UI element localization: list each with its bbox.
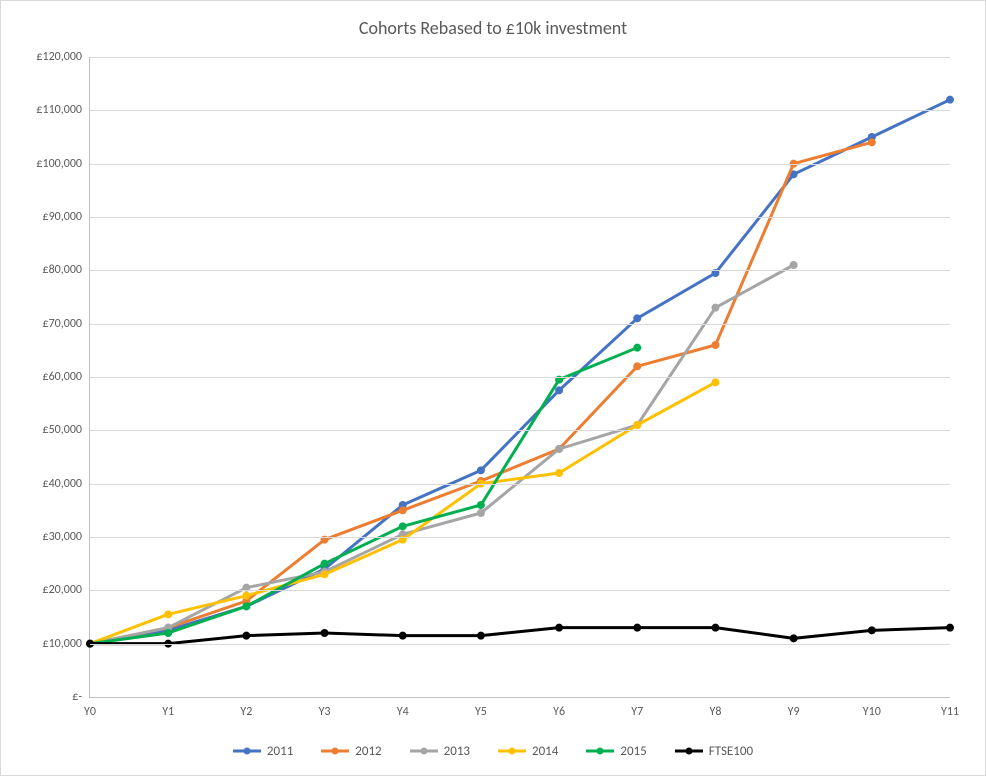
- y-axis-label: £40,000: [43, 477, 83, 491]
- y-axis-label: £70,000: [43, 317, 83, 331]
- series-line-2011: [90, 100, 950, 644]
- x-axis-label: Y10: [863, 705, 881, 719]
- legend-label: 2015: [620, 744, 646, 759]
- series-line-FTSE100: [90, 628, 950, 644]
- x-axis-label: Y5: [475, 705, 487, 719]
- series-marker-2012: [711, 341, 719, 349]
- legend-swatch-icon: [586, 745, 614, 757]
- gridline: [90, 217, 950, 218]
- series-line-2013: [90, 265, 794, 644]
- plot-area: £-£10,000£20,000£30,000£40,000£50,000£60…: [89, 57, 950, 698]
- legend: 2011 2012 2013 2014 2015 FTSE100: [1, 744, 985, 762]
- x-axis-label: Y7: [631, 705, 643, 719]
- series-marker-2011: [477, 466, 485, 474]
- legend-label: FTSE100: [709, 744, 753, 759]
- x-axis-label: Y0: [84, 705, 96, 719]
- series-marker-2014: [555, 469, 563, 477]
- series-marker-FTSE100: [555, 624, 563, 632]
- series-marker-2011: [555, 386, 563, 394]
- series-marker-FTSE100: [242, 632, 250, 640]
- x-axis-label: Y11: [941, 705, 959, 719]
- gridline: [90, 270, 950, 271]
- legend-label: 2012: [355, 744, 381, 759]
- legend-swatch-icon: [233, 745, 261, 757]
- y-axis-label: £100,000: [36, 157, 82, 171]
- legend-item-2013: 2013: [410, 744, 470, 759]
- series-marker-FTSE100: [868, 626, 876, 634]
- x-axis-label: Y4: [397, 705, 409, 719]
- gridline: [90, 537, 950, 538]
- y-axis-label: £110,000: [36, 103, 82, 117]
- series-marker-2015: [164, 629, 172, 637]
- legend-item-2012: 2012: [321, 744, 381, 759]
- x-axis-label: Y3: [319, 705, 331, 719]
- y-axis-label: £60,000: [43, 370, 83, 384]
- x-axis-label: Y6: [553, 705, 565, 719]
- y-axis-label: £10,000: [43, 637, 83, 651]
- gridline: [90, 377, 950, 378]
- series-marker-2014: [164, 610, 172, 618]
- series-line-2015: [90, 348, 637, 644]
- x-axis-label: Y1: [162, 705, 174, 719]
- series-marker-2014: [711, 378, 719, 386]
- chart-frame: Cohorts Rebased to £10k investment £-£10…: [0, 0, 986, 776]
- series-marker-2013: [790, 261, 798, 269]
- legend-label: 2011: [267, 744, 293, 759]
- series-marker-2014: [633, 421, 641, 429]
- gridline: [90, 430, 950, 431]
- series-marker-2013: [477, 509, 485, 517]
- series-marker-2012: [633, 362, 641, 370]
- gridline: [90, 324, 950, 325]
- series-marker-FTSE100: [321, 629, 329, 637]
- legend-item-FTSE100: FTSE100: [675, 744, 753, 759]
- legend-label: 2013: [444, 744, 470, 759]
- series-marker-2014: [321, 570, 329, 578]
- gridline: [90, 590, 950, 591]
- x-axis-label: Y9: [788, 705, 800, 719]
- legend-item-2014: 2014: [498, 744, 558, 759]
- y-axis-label: £20,000: [43, 583, 83, 597]
- series-marker-FTSE100: [477, 632, 485, 640]
- legend-swatch-icon: [675, 745, 703, 757]
- chart-title: Cohorts Rebased to £10k investment: [1, 17, 985, 39]
- series-marker-2015: [321, 560, 329, 568]
- series-marker-2013: [711, 304, 719, 312]
- gridline: [90, 164, 950, 165]
- series-marker-2015: [633, 344, 641, 352]
- legend-swatch-icon: [410, 745, 438, 757]
- series-marker-FTSE100: [633, 624, 641, 632]
- legend-label: 2014: [532, 744, 558, 759]
- series-marker-FTSE100: [946, 624, 954, 632]
- series-marker-2015: [399, 522, 407, 530]
- series-marker-2015: [477, 501, 485, 509]
- y-axis-label: £30,000: [43, 530, 83, 544]
- legend-swatch-icon: [498, 745, 526, 757]
- series-marker-2012: [868, 138, 876, 146]
- legend-item-2015: 2015: [586, 744, 646, 759]
- y-axis-label: £50,000: [43, 423, 83, 437]
- series-marker-2011: [633, 314, 641, 322]
- series-marker-2013: [555, 445, 563, 453]
- series-marker-2011: [946, 96, 954, 104]
- series-marker-2014: [242, 592, 250, 600]
- gridline: [90, 110, 950, 111]
- legend-item-2011: 2011: [233, 744, 293, 759]
- series-marker-2012: [399, 506, 407, 514]
- y-axis-label: £90,000: [43, 210, 83, 224]
- gridline: [90, 57, 950, 58]
- x-axis-label: Y2: [240, 705, 252, 719]
- x-axis-label: Y8: [709, 705, 721, 719]
- series-marker-2015: [242, 602, 250, 610]
- y-axis-label: £80,000: [43, 263, 83, 277]
- y-axis-label: £120,000: [36, 50, 82, 64]
- gridline: [90, 644, 950, 645]
- series-marker-FTSE100: [790, 634, 798, 642]
- y-axis-label: £-: [72, 690, 82, 704]
- legend-swatch-icon: [321, 745, 349, 757]
- gridline: [90, 484, 950, 485]
- series-marker-FTSE100: [399, 632, 407, 640]
- series-marker-FTSE100: [711, 624, 719, 632]
